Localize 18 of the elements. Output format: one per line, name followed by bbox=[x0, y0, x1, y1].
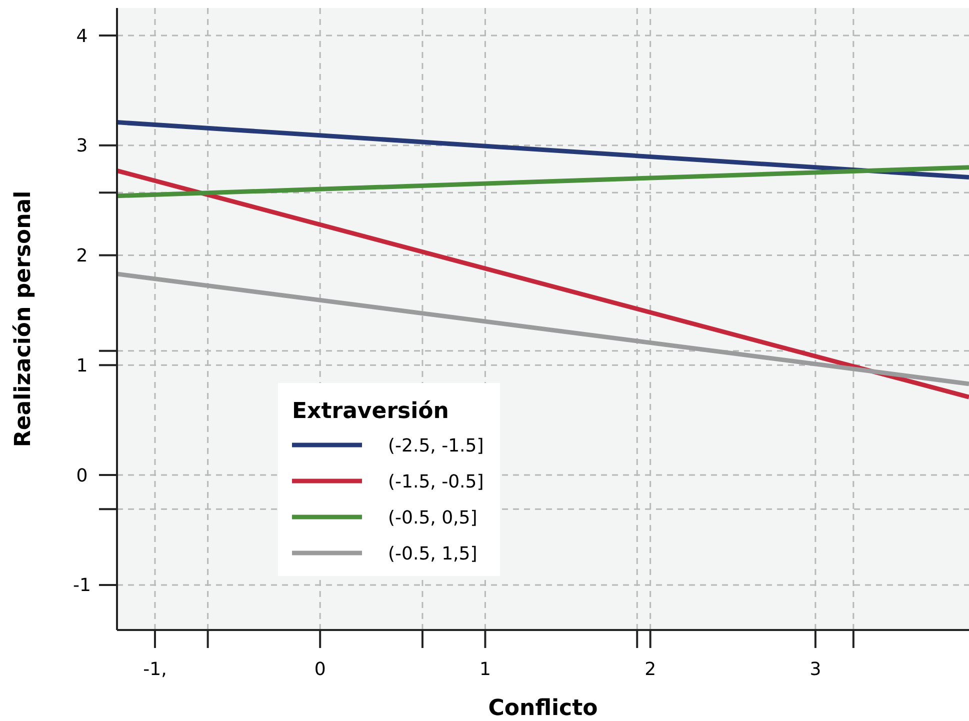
x-axis-title: Conflicto bbox=[488, 696, 598, 721]
legend-label: (-2.5, -1.5] bbox=[388, 435, 484, 456]
y-tick-label: 3 bbox=[76, 136, 88, 157]
legend-title: Extraversión bbox=[292, 399, 449, 424]
y-tick-label: 1 bbox=[76, 355, 88, 376]
y-tick-label: -1 bbox=[73, 575, 91, 596]
y-axis-title: Realización personal bbox=[11, 190, 36, 448]
x-tick-label: 2 bbox=[644, 659, 656, 680]
legend-label: (-1.5, -0.5] bbox=[388, 471, 484, 492]
y-tick-label: 0 bbox=[76, 465, 88, 486]
y-tick-label: 4 bbox=[76, 26, 88, 47]
x-tick-label: 1 bbox=[479, 659, 491, 680]
y-tick-label: 2 bbox=[76, 246, 88, 267]
legend-label: (-0.5, 1,5] bbox=[388, 543, 478, 564]
x-tick-label: 3 bbox=[810, 659, 822, 680]
x-tick-label: -1, bbox=[143, 659, 167, 680]
x-tick-label: 0 bbox=[314, 659, 326, 680]
legend-label: (-0.5, 0,5] bbox=[388, 507, 478, 528]
